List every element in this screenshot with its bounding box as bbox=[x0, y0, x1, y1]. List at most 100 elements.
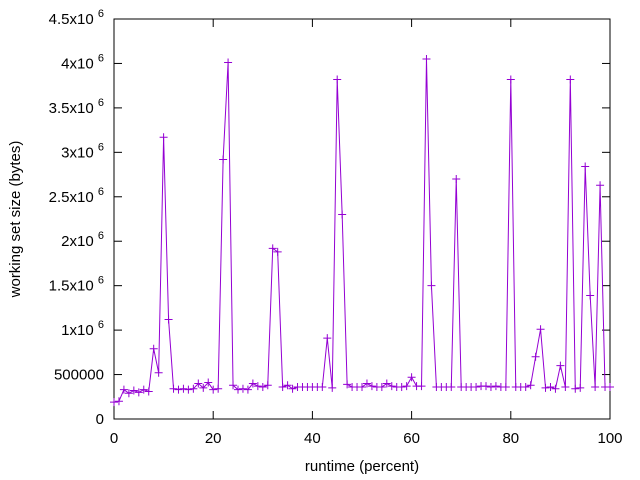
y-tick-label-base: 4.5x10 bbox=[49, 11, 98, 28]
data-point-marker bbox=[174, 385, 183, 394]
data-point-marker bbox=[501, 383, 510, 391]
data-point-marker bbox=[417, 382, 426, 391]
y-tick-label-base: 1x10 bbox=[61, 322, 98, 339]
data-point-marker bbox=[169, 384, 178, 393]
y-tick-label-base: 2x10 bbox=[61, 233, 98, 250]
data-point-marker bbox=[328, 383, 337, 392]
data-point-marker bbox=[134, 388, 143, 397]
y-tick-label: 2.5x10 6 bbox=[49, 186, 104, 206]
series-line bbox=[113, 58, 610, 403]
data-point-marker bbox=[452, 175, 461, 183]
y-tick-label: 4.5x10 6 bbox=[49, 8, 104, 28]
data-point-marker bbox=[427, 281, 436, 290]
data-point-marker bbox=[506, 75, 515, 84]
x-tick-label: 0 bbox=[110, 430, 118, 447]
data-point-marker bbox=[358, 383, 366, 391]
data-point-marker bbox=[591, 383, 600, 391]
data-point-marker bbox=[486, 383, 495, 391]
data-point-marker bbox=[204, 378, 213, 387]
data-point-marker bbox=[199, 383, 208, 392]
y-tick-label-exponent: 6 bbox=[98, 141, 104, 153]
data-point-marker bbox=[362, 379, 371, 388]
data-point-marker bbox=[224, 58, 233, 67]
data-point-marker bbox=[318, 383, 327, 391]
data-point-marker bbox=[253, 382, 262, 391]
y-tick-label-base: 2.5x10 bbox=[49, 189, 98, 206]
y-tick-label: 2x10 6 bbox=[61, 230, 104, 250]
y-axis-label: working set size (bytes) bbox=[7, 141, 24, 299]
y-tick-label: 3x10 6 bbox=[61, 141, 104, 161]
data-point-marker bbox=[248, 379, 257, 388]
data-point-marker bbox=[541, 383, 550, 392]
x-tick-label: 100 bbox=[597, 430, 622, 447]
data-point-marker bbox=[377, 383, 386, 391]
data-point-marker bbox=[154, 368, 163, 377]
data-point-marker bbox=[164, 315, 173, 324]
y-tick-label: 500000 bbox=[54, 367, 104, 384]
y-tick-label: 4x10 6 bbox=[61, 52, 104, 72]
data-point-marker bbox=[561, 383, 570, 391]
data-point-marker bbox=[536, 325, 545, 334]
data-point-marker bbox=[149, 344, 158, 353]
data-point-marker bbox=[422, 55, 431, 63]
data-point-marker bbox=[333, 75, 342, 84]
y-tick-label: 0 bbox=[96, 411, 104, 428]
x-tick-label: 80 bbox=[502, 430, 519, 447]
y-tick-label-base: 0 bbox=[96, 411, 104, 428]
data-point-marker bbox=[556, 361, 565, 370]
y-tick-label-exponent: 6 bbox=[98, 52, 104, 64]
y-tick-label-exponent: 6 bbox=[98, 319, 104, 331]
data-point-marker bbox=[447, 383, 456, 391]
y-tick-label-base: 3x10 bbox=[61, 144, 98, 161]
plot-frame bbox=[113, 18, 611, 420]
data-point-marker bbox=[184, 385, 193, 394]
data-point-marker bbox=[144, 387, 153, 396]
data-point-marker bbox=[288, 384, 297, 393]
data-point-marker bbox=[139, 385, 148, 394]
data-point-marker bbox=[576, 383, 585, 392]
data-point-marker bbox=[263, 381, 272, 390]
data-point-marker bbox=[119, 385, 128, 394]
y-tick-label-base: 500000 bbox=[54, 367, 104, 384]
data-point-marker bbox=[566, 75, 575, 84]
x-tick-label: 40 bbox=[304, 430, 321, 447]
x-tick-label: 60 bbox=[403, 430, 420, 447]
data-point-marker bbox=[283, 381, 292, 390]
data-point-marker bbox=[124, 389, 133, 398]
data-point-marker bbox=[531, 352, 540, 361]
data-point-marker bbox=[338, 210, 347, 219]
data-point-marker bbox=[234, 385, 242, 394]
data-point-marker bbox=[214, 384, 223, 393]
data-point-marker bbox=[219, 155, 228, 164]
data-point-marker bbox=[526, 381, 535, 390]
y-tick-label: 1x10 6 bbox=[61, 319, 104, 339]
data-point-marker bbox=[278, 383, 287, 391]
data-point-marker bbox=[472, 383, 481, 391]
data-point-marker bbox=[491, 382, 500, 391]
y-tick-label-exponent: 6 bbox=[98, 97, 104, 109]
data-point-marker bbox=[159, 133, 168, 142]
x-tick-label: 20 bbox=[205, 430, 222, 447]
data-point-marker bbox=[387, 382, 396, 391]
y-tick-label: 3.5x10 6 bbox=[49, 97, 104, 117]
y-tick-label: 1.5x10 6 bbox=[49, 275, 104, 295]
data-point-marker bbox=[268, 244, 277, 253]
data-point-marker bbox=[258, 383, 267, 391]
series-working-set bbox=[110, 55, 614, 407]
y-tick-label-base: 3.5x10 bbox=[49, 100, 98, 117]
data-point-marker bbox=[194, 379, 203, 388]
data-point-marker bbox=[482, 382, 490, 391]
data-point-marker bbox=[114, 397, 123, 406]
y-tick-label-exponent: 6 bbox=[98, 186, 104, 198]
data-point-marker bbox=[189, 384, 198, 393]
data-point-marker bbox=[110, 398, 118, 407]
data-point-marker bbox=[367, 382, 376, 391]
data-point-marker bbox=[238, 384, 247, 393]
data-point-marker bbox=[229, 381, 238, 390]
y-tick-label-base: 1.5x10 bbox=[49, 278, 98, 295]
data-point-marker bbox=[606, 383, 614, 391]
data-point-marker bbox=[596, 181, 605, 190]
data-point-marker bbox=[397, 383, 406, 391]
